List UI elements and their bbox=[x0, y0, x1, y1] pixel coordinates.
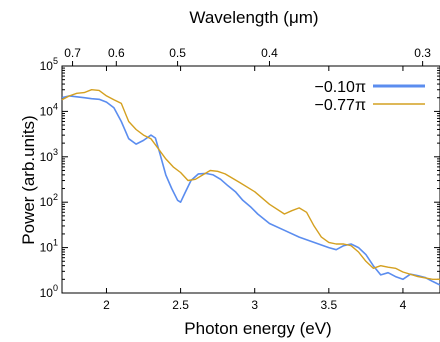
top-tick-label: 0.7 bbox=[64, 46, 81, 60]
x-tick-group: 2 2.5 3 3.5 4 bbox=[103, 66, 407, 312]
x-tick-label: 3 bbox=[251, 298, 258, 312]
legend-label-series-2: −0.77π bbox=[314, 97, 366, 114]
x-tick-label: 3.5 bbox=[320, 298, 337, 312]
y-tick-exponent: 0 bbox=[53, 283, 58, 293]
y-tick-label: 100 bbox=[40, 283, 58, 300]
y-tick-label: 103 bbox=[40, 147, 58, 164]
x-tick-label: 4 bbox=[400, 298, 407, 312]
y-tick-exponent: 2 bbox=[53, 192, 58, 202]
y-tick-exponent: 1 bbox=[53, 238, 58, 248]
y-tick-label: 102 bbox=[40, 192, 58, 209]
legend-label-series-1: −0.10π bbox=[314, 79, 366, 96]
x-tick-label: 2.5 bbox=[172, 298, 189, 312]
legend: −0.10π −0.77π bbox=[314, 79, 425, 114]
x-axis-title: Photon energy (eV) bbox=[184, 319, 331, 338]
x-tick-label: 2 bbox=[103, 298, 110, 312]
top-tick-label: 0.5 bbox=[169, 46, 186, 60]
y-tick-label: 105 bbox=[40, 56, 58, 73]
top-axis-title: Wavelength (μm) bbox=[189, 8, 318, 27]
top-tick-label: 0.3 bbox=[414, 46, 431, 60]
y-tick-label: 104 bbox=[40, 101, 58, 118]
series-line-1 bbox=[61, 95, 440, 286]
series-layer bbox=[61, 88, 440, 286]
y-tick-exponent: 5 bbox=[53, 56, 58, 66]
plot-frame bbox=[61, 65, 440, 294]
top-tick-label: 0.4 bbox=[261, 46, 278, 60]
y-axis-title: Power (arb.units) bbox=[19, 115, 38, 244]
series-line-2 bbox=[61, 88, 440, 280]
y-tick-label: 101 bbox=[40, 238, 58, 255]
top-tick-group: 0.7 0.6 0.5 0.4 0.3 bbox=[64, 46, 431, 66]
y-tick-exponent: 3 bbox=[53, 147, 58, 157]
y-tick-exponent: 4 bbox=[53, 101, 58, 111]
top-tick-label: 0.6 bbox=[108, 46, 125, 60]
